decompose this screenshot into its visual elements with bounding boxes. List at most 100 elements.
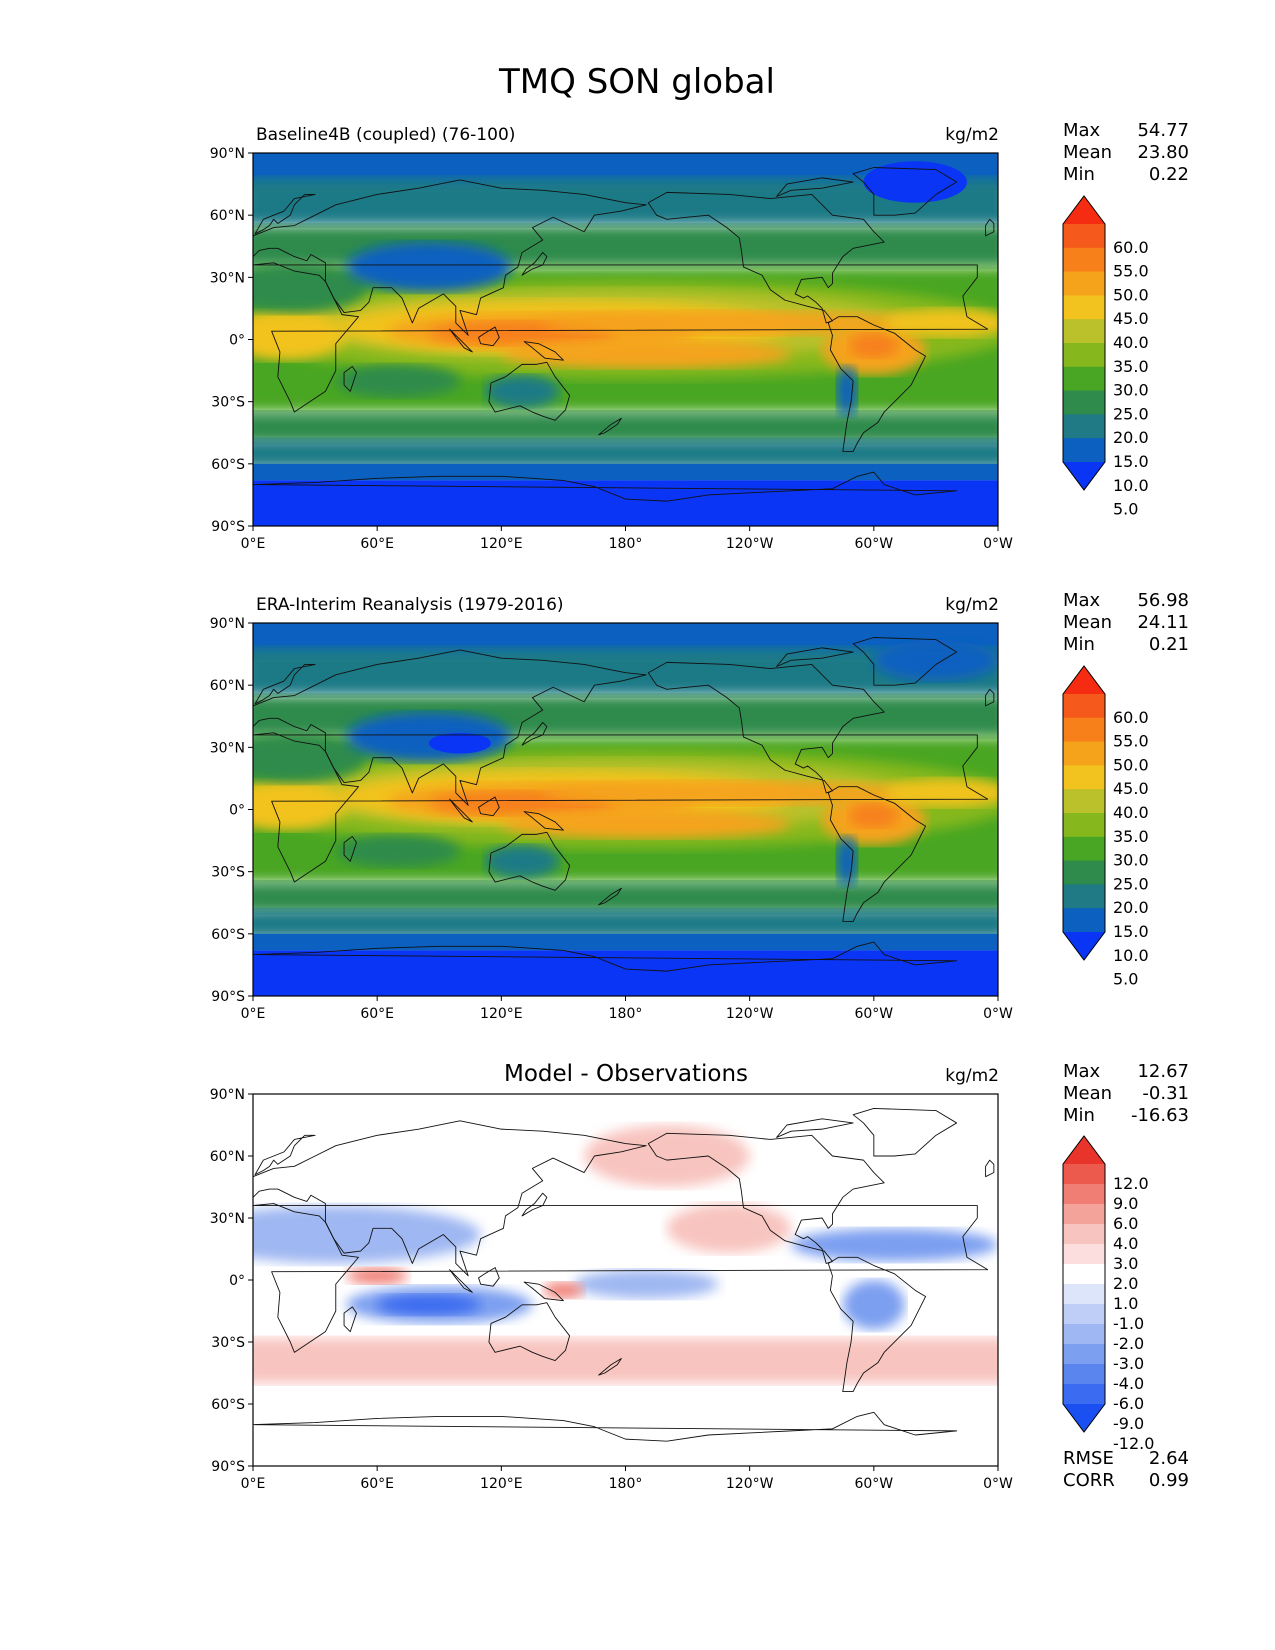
axis-ticks: 90°N 60°N 30°N 0° 30°S 60°S 90°S0°E 60°E 120°E 18… bbox=[210, 146, 1013, 552]
colorbar-tick-label: 40.0 bbox=[1113, 803, 1149, 822]
stat-mean-value: 23.80 bbox=[1137, 142, 1189, 163]
x-tick-label: 60°E bbox=[360, 1006, 394, 1022]
stat-max-label: Max bbox=[1063, 1061, 1101, 1082]
colorbar-segment bbox=[1063, 1384, 1105, 1405]
field-contour bbox=[542, 1282, 585, 1299]
y-tick-label: 60°S bbox=[211, 927, 245, 943]
colorbar-tick-label: 6.0 bbox=[1113, 1214, 1138, 1233]
latitude-band bbox=[253, 463, 998, 481]
colorbar-tick-label: -3.0 bbox=[1113, 1354, 1144, 1373]
colorbar-segment bbox=[1063, 860, 1105, 885]
coastline bbox=[827, 316, 927, 452]
x-tick-label: 0°W bbox=[983, 1476, 1013, 1492]
field-contour bbox=[253, 310, 347, 361]
colorbar-tick-label: 9.0 bbox=[1113, 1194, 1138, 1213]
colorbar-segment bbox=[1063, 765, 1105, 790]
stat-mean-value: 24.11 bbox=[1137, 612, 1189, 633]
field-contour bbox=[428, 732, 491, 754]
colorbar-extend-max bbox=[1063, 196, 1105, 224]
stat-mean-label: Mean bbox=[1063, 612, 1112, 633]
metric-corr-label: CORR bbox=[1063, 1470, 1115, 1491]
map-plot-area bbox=[253, 153, 998, 526]
colorbar-segment bbox=[1063, 1264, 1105, 1285]
coastline bbox=[827, 786, 927, 922]
coastline bbox=[852, 637, 958, 686]
metrics-box: RMSE 2.64 CORR 0.99 bbox=[1063, 1448, 1189, 1491]
stat-max-value: 12.67 bbox=[1137, 1061, 1189, 1082]
colorbar-tick-label: 35.0 bbox=[1113, 357, 1149, 376]
stat-max-value: 56.98 bbox=[1137, 590, 1189, 611]
field-contour bbox=[791, 1228, 998, 1262]
colorbar-tick-label: 30.0 bbox=[1113, 851, 1149, 870]
stat-max-label: Max bbox=[1063, 120, 1101, 141]
coastline bbox=[488, 831, 571, 891]
x-tick-label: 60°E bbox=[360, 536, 394, 552]
y-tick-label: 30°S bbox=[211, 1335, 245, 1351]
stat-min-label: Min bbox=[1063, 634, 1095, 655]
metric-rmse-label: RMSE bbox=[1063, 1448, 1114, 1469]
axis-ticks: 90°N 60°N 30°N 0° 30°S 60°S 90°S0°E 60°E 120°E 18… bbox=[210, 616, 1013, 1022]
colorbar-segment bbox=[1063, 295, 1105, 320]
x-tick-label: 0°E bbox=[241, 1006, 266, 1022]
field-contour bbox=[501, 339, 792, 369]
stat-max-value: 54.77 bbox=[1137, 120, 1189, 141]
coastline bbox=[343, 365, 357, 392]
coastline bbox=[253, 649, 647, 806]
field-contour bbox=[253, 780, 347, 831]
y-tick-label: 90°S bbox=[211, 1459, 245, 1475]
colorbar-extend-max bbox=[1063, 666, 1105, 694]
stat-min-label: Min bbox=[1063, 164, 1095, 185]
colorbar-tick-label: -9.0 bbox=[1113, 1414, 1144, 1433]
field-contour bbox=[863, 161, 967, 203]
coastline bbox=[827, 1256, 927, 1393]
field-contour bbox=[335, 364, 460, 398]
coastline bbox=[343, 1306, 357, 1333]
coastline bbox=[598, 887, 622, 906]
colorbar-segment bbox=[1063, 813, 1105, 838]
field-contour bbox=[849, 333, 899, 359]
y-tick-label: 60°N bbox=[210, 1149, 245, 1165]
units-label: kg/m2 bbox=[945, 125, 999, 145]
colorbar-segment bbox=[1063, 836, 1105, 862]
coastline bbox=[253, 1203, 989, 1353]
field-contour bbox=[873, 639, 998, 682]
colorbar-tick-label: 15.0 bbox=[1113, 922, 1149, 941]
colorbar-extend-max bbox=[1063, 1136, 1105, 1164]
field-contour bbox=[836, 836, 858, 887]
x-tick-label: 120°W bbox=[726, 1476, 774, 1492]
colorbar-tick-label: 4.0 bbox=[1113, 1234, 1138, 1253]
y-tick-label: 30°N bbox=[210, 1211, 245, 1227]
colorbar-tick-label: 10.0 bbox=[1113, 476, 1149, 495]
x-tick-label: 0°E bbox=[241, 1476, 266, 1492]
colorbar-tick-label: 25.0 bbox=[1113, 874, 1149, 893]
colorbar-tick-label: 2.0 bbox=[1113, 1274, 1138, 1293]
coastline bbox=[852, 1108, 958, 1157]
coastline bbox=[985, 1159, 995, 1178]
panel-era-interim: ERA-Interim Reanalysis (1979-2016) kg/m2… bbox=[210, 590, 1189, 1022]
coastline bbox=[478, 1267, 500, 1287]
colorbar-segment bbox=[1063, 1284, 1105, 1305]
x-tick-label: 60°W bbox=[854, 1476, 893, 1492]
colorbar-tick-label: 5.0 bbox=[1113, 500, 1138, 519]
field-contour bbox=[484, 844, 560, 878]
y-tick-label: 30°S bbox=[211, 395, 245, 411]
colorbar-segment bbox=[1063, 1164, 1105, 1185]
y-tick-label: 60°N bbox=[210, 678, 245, 694]
metric-rmse-value: 2.64 bbox=[1149, 1448, 1189, 1469]
coastline bbox=[776, 177, 854, 197]
colorbar-tick-label: 30.0 bbox=[1113, 381, 1149, 400]
figure-title: TMQ SON global bbox=[498, 62, 775, 102]
panel-baseline: Baseline4B (coupled) (76-100) kg/m2 90°N… bbox=[210, 120, 1189, 552]
colorbar-tick-label: 15.0 bbox=[1113, 452, 1149, 471]
x-tick-label: 180° bbox=[609, 1006, 643, 1022]
coastline bbox=[598, 417, 622, 436]
latitude-band bbox=[253, 933, 998, 951]
colorbar-segment bbox=[1063, 224, 1105, 249]
stat-mean-label: Mean bbox=[1063, 1083, 1112, 1104]
coastline bbox=[852, 167, 958, 216]
panel-title: Model - Observations bbox=[504, 1061, 748, 1087]
field-contour bbox=[884, 308, 998, 338]
colorbar: 60.0 55.0 50.0 45.0 40.0 35.0 30.0 25.0 20.0 15.0… bbox=[1062, 195, 1149, 519]
coastline bbox=[647, 191, 885, 324]
colorbar-segment bbox=[1063, 1224, 1105, 1245]
